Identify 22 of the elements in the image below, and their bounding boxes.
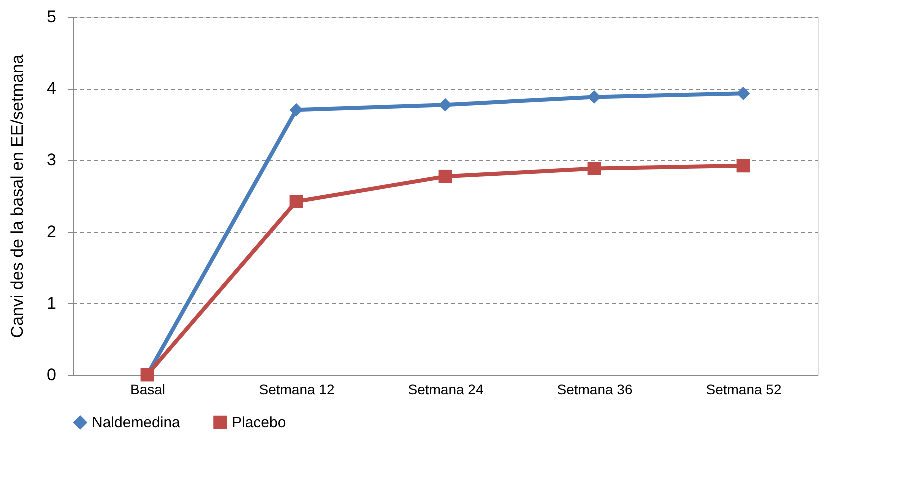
x-tick-label: Basal [130, 382, 166, 398]
x-tick-label: Setmana 36 [557, 382, 633, 398]
point [438, 98, 452, 112]
y-tick-label: 2 [47, 222, 56, 242]
legend-label: Placebo [232, 414, 286, 432]
point [736, 86, 750, 100]
point [588, 162, 602, 176]
point [736, 159, 750, 173]
y-tick-label: 0 [47, 366, 56, 384]
y-axis-title: Canvi des de la basal en EE/setmana [8, 54, 28, 338]
point [438, 170, 452, 184]
legend-label: Naldemedina [92, 414, 182, 432]
x-tick-label: Setmana 52 [706, 382, 782, 398]
x-tick-label: Setmana 12 [259, 382, 335, 398]
x-tick-label: Setmana 24 [408, 382, 484, 398]
point [290, 103, 304, 117]
point [588, 90, 602, 104]
y-tick-label: 5 [47, 8, 56, 26]
y-tick-label: 4 [47, 79, 56, 98]
y-tick-label: 1 [47, 294, 56, 313]
point [290, 195, 304, 208]
y-tick-label: 3 [47, 150, 56, 170]
